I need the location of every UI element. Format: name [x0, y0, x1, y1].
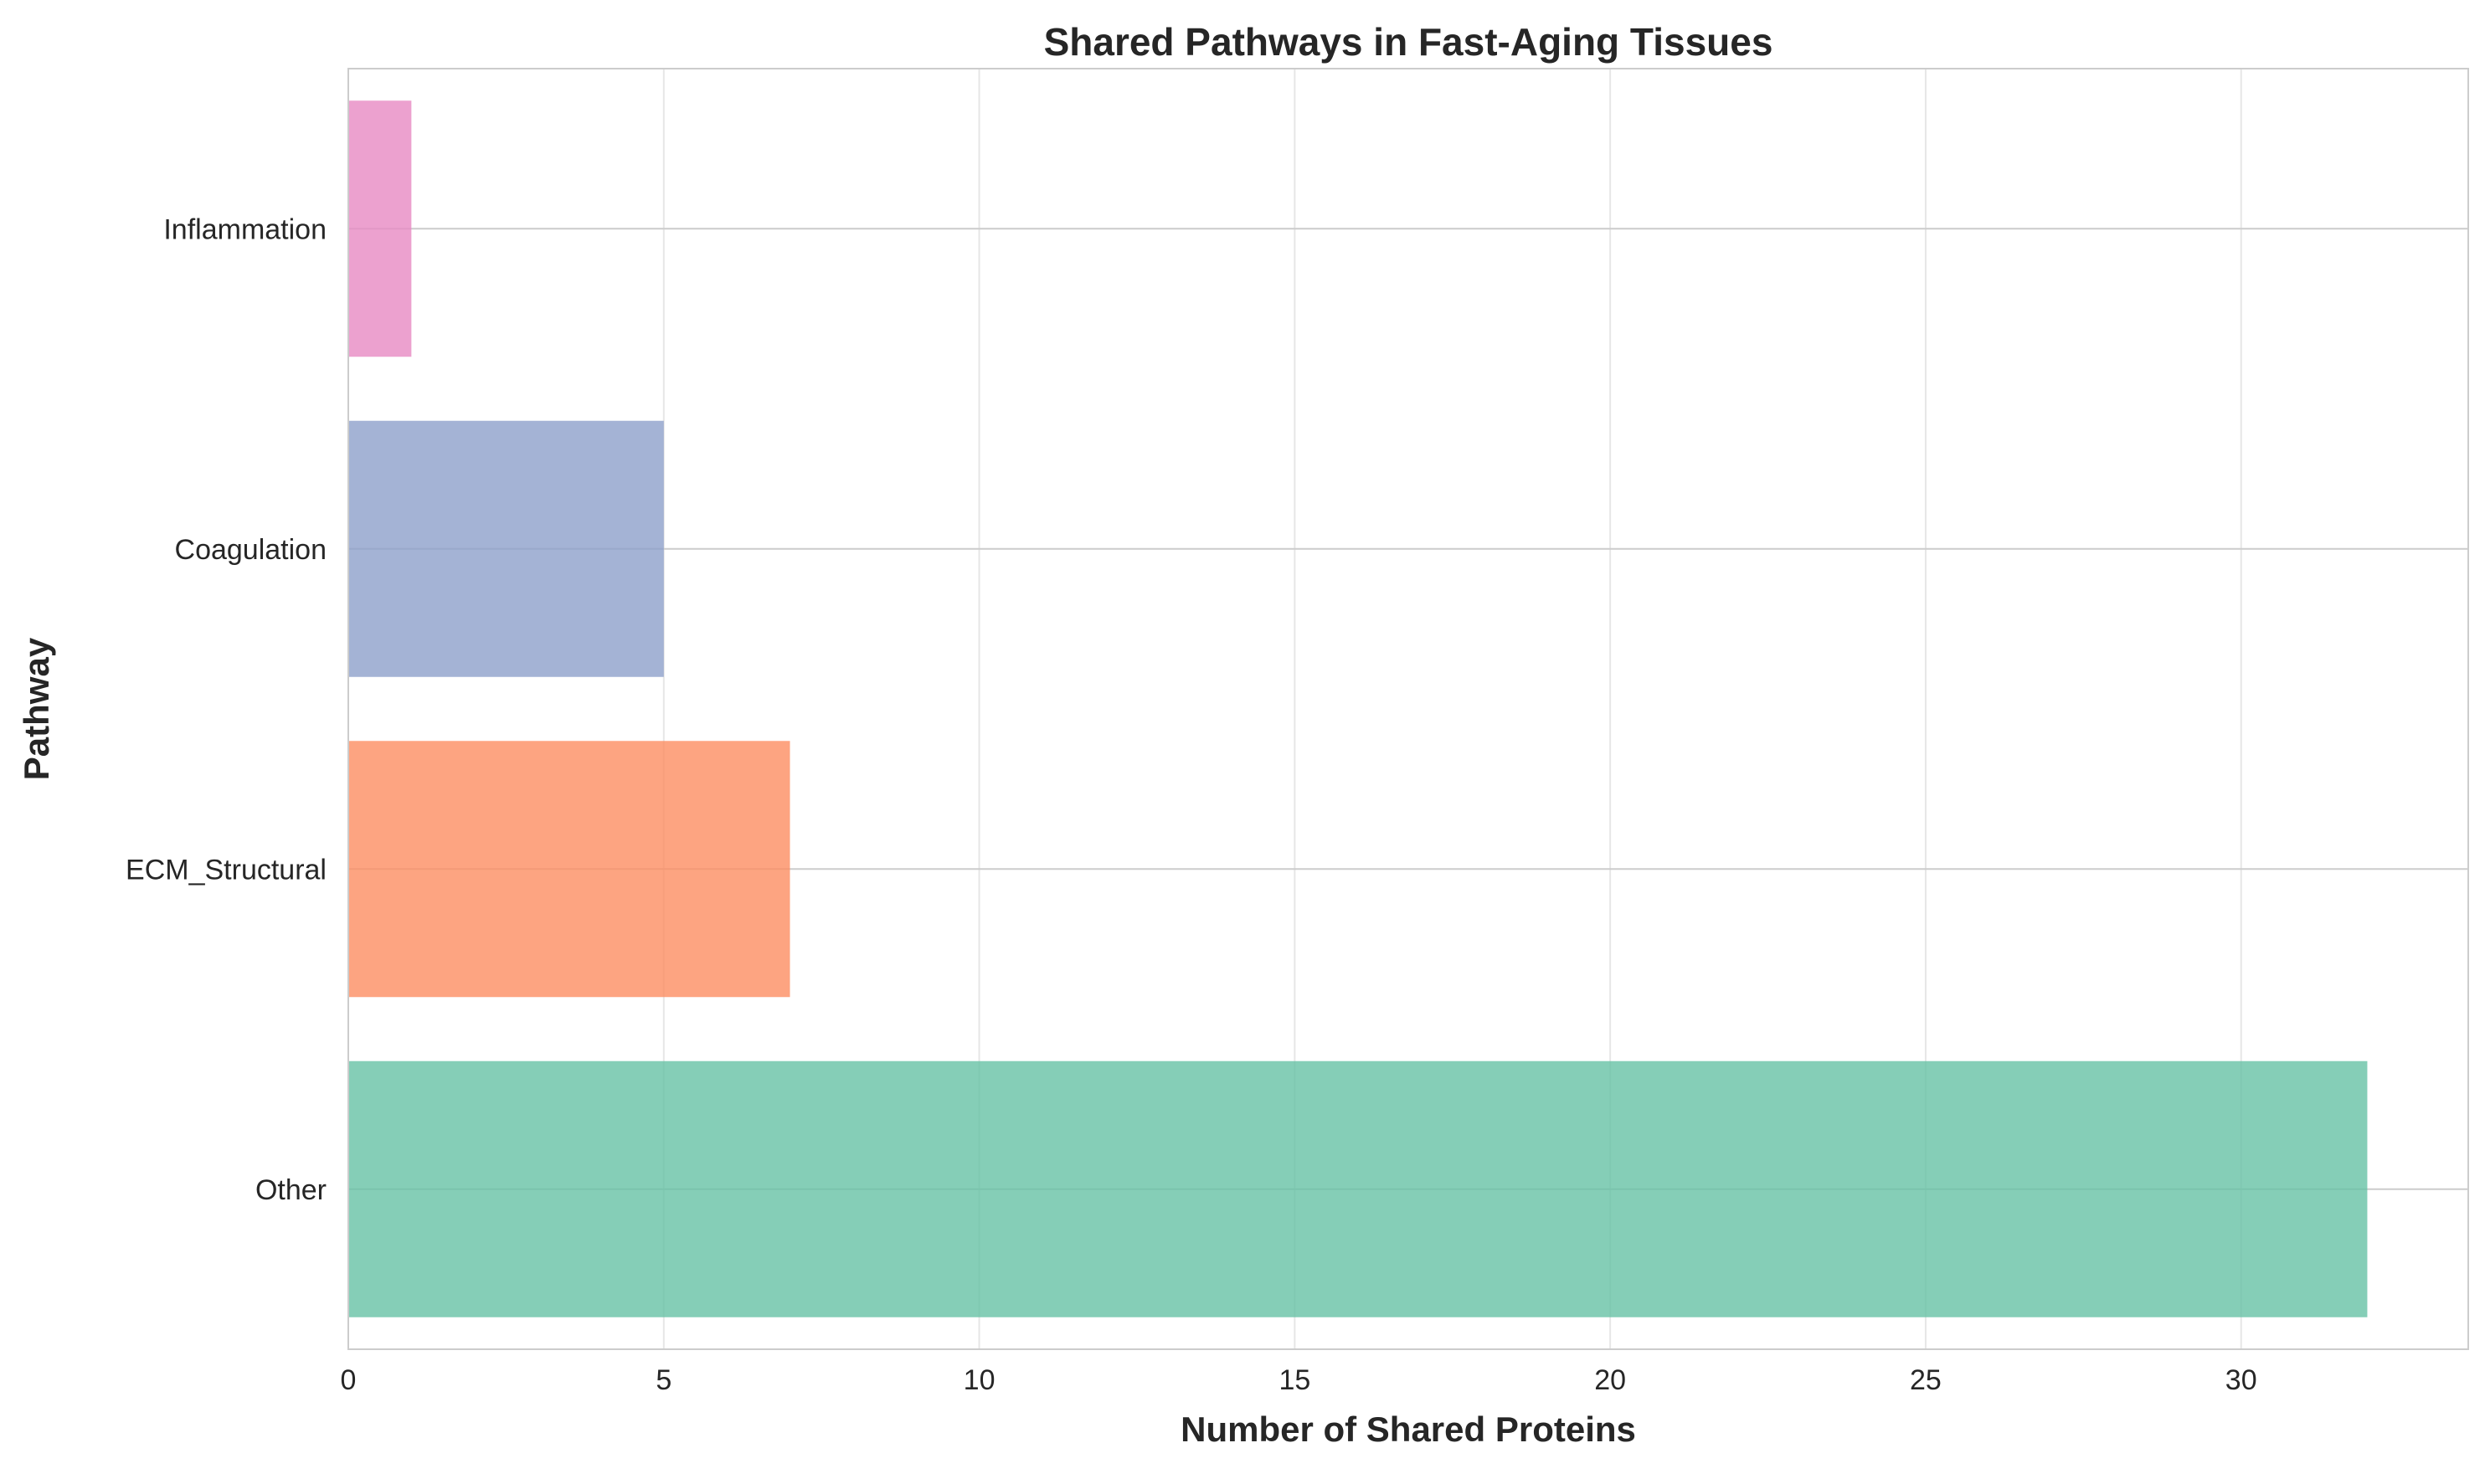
y-tick-label: Other — [255, 1174, 327, 1206]
x-axis-label: Number of Shared Proteins — [1181, 1410, 1636, 1449]
bar-inflammation — [348, 100, 412, 357]
x-tick-label: 5 — [656, 1364, 671, 1396]
x-tick-label: 10 — [964, 1364, 996, 1396]
x-tick-label: 30 — [2225, 1364, 2257, 1396]
x-tick-label: 15 — [1279, 1364, 1310, 1396]
bars — [348, 100, 2368, 1317]
y-axis-label: Pathway — [17, 637, 56, 780]
x-tick-label: 20 — [1594, 1364, 1626, 1396]
bar-coagulation — [348, 420, 664, 677]
bar-ecm-structural — [348, 741, 790, 998]
x-tick-label: 25 — [1910, 1364, 1942, 1396]
y-tick-label: ECM_Structural — [126, 854, 327, 886]
y-gridlines — [348, 228, 2468, 1190]
x-tick-label: 0 — [341, 1364, 357, 1396]
x-gridlines — [347, 69, 2242, 1349]
y-tick-labels: Other ECM_Structural Coagulation Inflammati… — [126, 213, 327, 1206]
y-tick-label: Coagulation — [175, 534, 327, 566]
x-tick-labels: 0 5 10 15 20 25 30 — [341, 1364, 2257, 1396]
chart-title: Shared Pathways in Fast-Aging Tissues — [1044, 20, 1773, 64]
y-tick-label: Inflammation — [163, 213, 327, 245]
bar-other — [348, 1060, 2368, 1317]
plot-frame — [347, 68, 2469, 1350]
